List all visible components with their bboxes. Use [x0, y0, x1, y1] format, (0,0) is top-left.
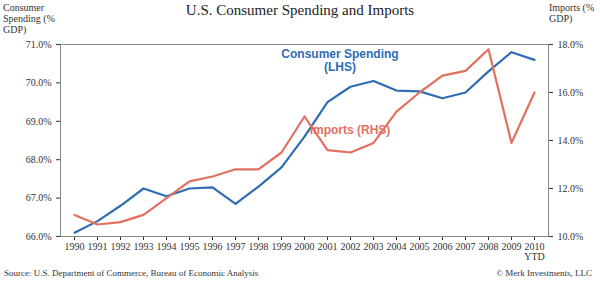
- svg-text:10.0%: 10.0%: [558, 231, 584, 242]
- html-text:U.S. Consumer Spending and Imp: U.S. Consumer Spending and Imports: [185, 2, 415, 18]
- svg-text:2007: 2007: [456, 241, 476, 252]
- svg-text:71.0%: 71.0%: [26, 39, 52, 50]
- svg-text:1998: 1998: [249, 241, 269, 252]
- svg-text:2009: 2009: [502, 241, 522, 252]
- svg-text:2006: 2006: [433, 241, 453, 252]
- svg-text:2003: 2003: [364, 241, 384, 252]
- svg-text:2008: 2008: [479, 241, 499, 252]
- svg-text:14.0%: 14.0%: [558, 135, 584, 146]
- html-text:© Merk Investments, LLC: © Merk Investments, LLC: [496, 268, 592, 278]
- svg-text:1994: 1994: [157, 241, 177, 252]
- svg-text:69.0%: 69.0%: [26, 116, 52, 127]
- svg-text:2002: 2002: [341, 241, 361, 252]
- svg-text:2001: 2001: [318, 241, 338, 252]
- svg-text:1995: 1995: [180, 241, 200, 252]
- svg-text:70.0%: 70.0%: [26, 77, 52, 88]
- html-text:Consumer Spending (LHS): Consumer Spending (LHS): [281, 47, 399, 74]
- svg-text:1999: 1999: [272, 241, 292, 252]
- html-text:Imports (% GDP): Imports (% GDP): [549, 2, 595, 24]
- svg-text:1996: 1996: [203, 241, 223, 252]
- svg-text:18.0%: 18.0%: [558, 39, 584, 50]
- svg-text:1991: 1991: [88, 241, 108, 252]
- svg-text:1997: 1997: [226, 241, 246, 252]
- svg-text:16.0%: 16.0%: [558, 87, 584, 98]
- svg-text:1992: 1992: [111, 241, 131, 252]
- svg-text:1993: 1993: [134, 241, 154, 252]
- svg-text:66.0%: 66.0%: [26, 231, 52, 242]
- svg-text:1990: 1990: [65, 241, 85, 252]
- html-text:Consumer Spending (% GDP): Consumer Spending (% GDP): [3, 2, 55, 35]
- svg-text:2005: 2005: [410, 241, 430, 252]
- svg-text:68.0%: 68.0%: [26, 154, 52, 165]
- svg-text:2004: 2004: [387, 241, 407, 252]
- svg-text:67.0%: 67.0%: [26, 192, 52, 203]
- html-text:Imports (RHS): Imports (RHS): [309, 123, 391, 137]
- svg-text:2010YTD: 2010YTD: [524, 241, 545, 262]
- svg-text:2000: 2000: [295, 241, 315, 252]
- html-text:Source: U.S. Department of Com: Source: U.S. Department of Commerce, Bur…: [4, 268, 259, 278]
- svg-text:12.0%: 12.0%: [558, 183, 584, 194]
